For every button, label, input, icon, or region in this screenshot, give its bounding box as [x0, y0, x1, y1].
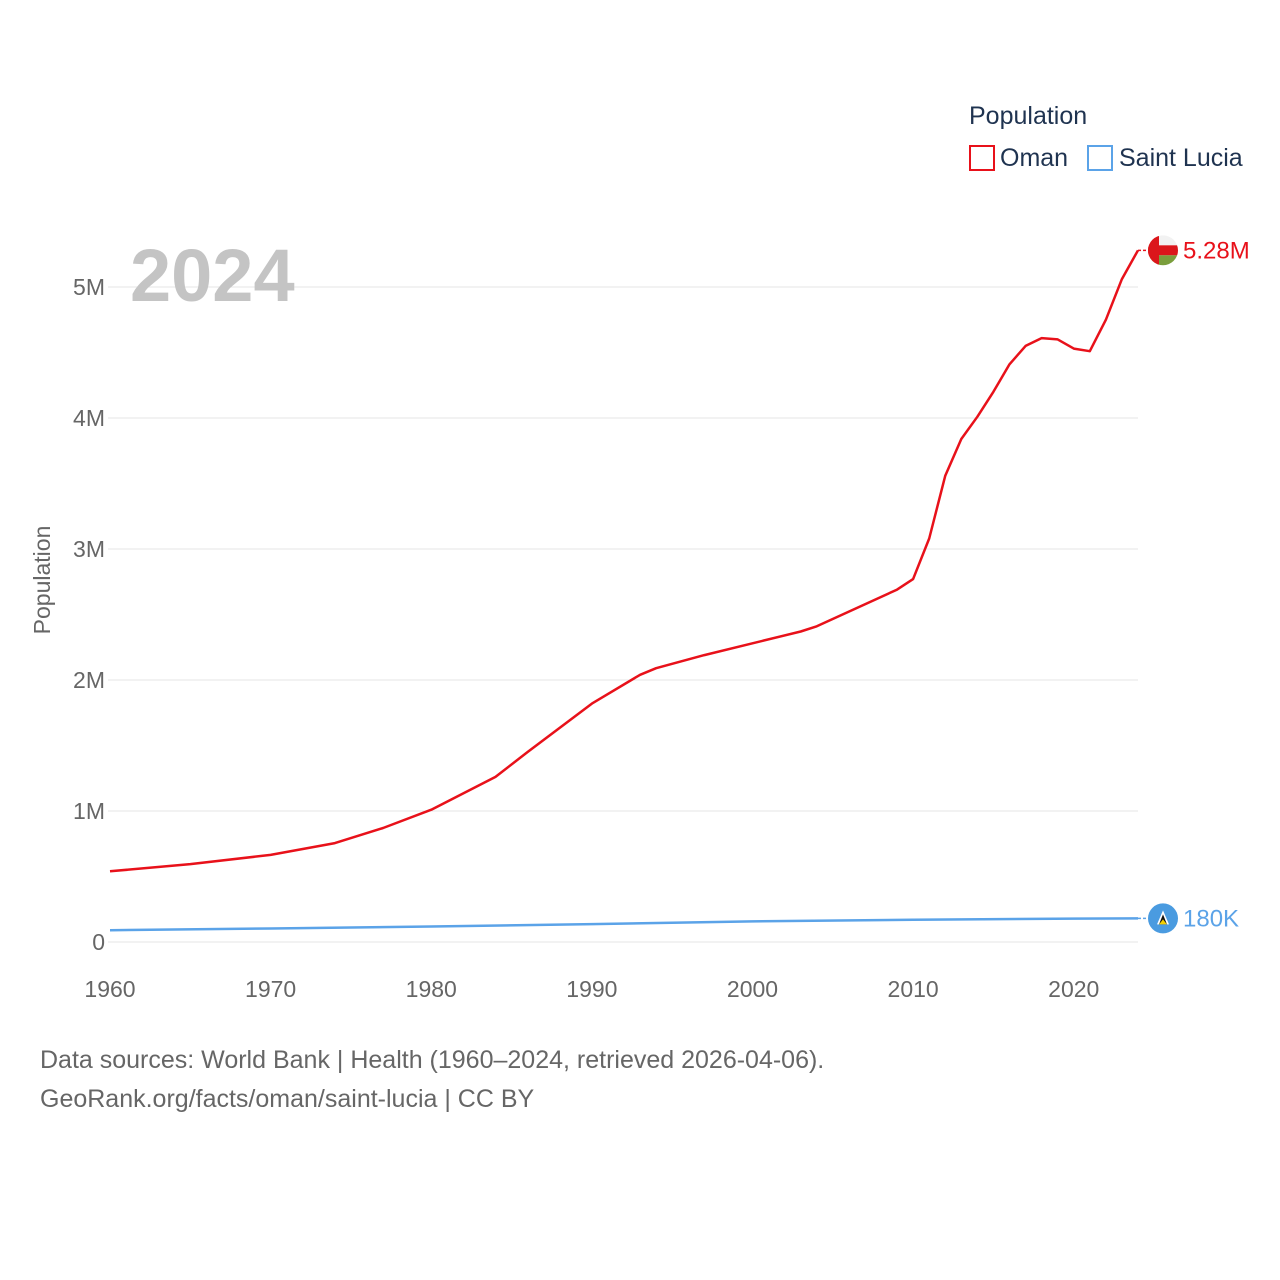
x-tick-label: 1990: [566, 976, 617, 1002]
legend: Population Oman Saint Lucia: [969, 102, 1243, 172]
flag-stripe-green: [1148, 255, 1178, 266]
x-tick-label: 2010: [888, 976, 939, 1002]
y-tick-label: 3M: [73, 536, 105, 562]
flag-stripe-white: [1148, 235, 1178, 246]
flag-hoist-red: [1148, 235, 1159, 266]
y-tick-label: 5M: [73, 274, 105, 300]
flag-triangle-gold: [1159, 919, 1167, 925]
legend-title: Population: [969, 102, 1087, 130]
flag-stripe-red: [1148, 245, 1178, 256]
series-line-saint-lucia: [109, 917, 1139, 932]
series-lines: [109, 249, 1140, 932]
x-tick-label: 1970: [245, 976, 296, 1002]
y-tick-label: 1M: [73, 798, 105, 824]
legend-label-saint-lucia: Saint Lucia: [1119, 144, 1243, 172]
x-tick-label: 1960: [84, 976, 135, 1002]
series-end-markers: 5.28M 180K: [1138, 235, 1250, 934]
gridlines: [108, 286, 1138, 943]
source-url-line[interactable]: GeoRank.org/facts/oman/saint-lucia | CC …: [40, 1085, 535, 1113]
y-axis-ticks: 0 1M 2M 3M 4M 5M: [73, 274, 105, 955]
end-value-label-saint-lucia: 180K: [1183, 905, 1239, 932]
y-tick-label: 0: [92, 929, 105, 955]
y-tick-label: 4M: [73, 405, 105, 431]
x-tick-label: 1980: [406, 976, 457, 1002]
legend-label-oman: Oman: [1000, 144, 1068, 172]
source-line: Data sources: World Bank | Health (1960–…: [40, 1046, 825, 1074]
legend-item-saint-lucia[interactable]: Saint Lucia: [1087, 144, 1243, 172]
population-line-chart: 0 1M 2M 3M 4M 5M 1960 1970 1980 1990 2000 2010 2020…: [29, 102, 1250, 1002]
series-line-oman: [109, 249, 1140, 873]
y-tick-label: 2M: [73, 667, 105, 693]
saint-lucia-flag-icon: [1148, 903, 1178, 934]
flag-body: [1148, 235, 1178, 266]
x-tick-label: 2000: [727, 976, 778, 1002]
y-axis-label: Population: [29, 526, 55, 635]
end-value-label-oman: 5.28M: [1183, 237, 1250, 264]
x-axis-ticks: 1960 1970 1980 1990 2000 2010 2020: [84, 976, 1099, 1002]
current-year-label: 2024: [130, 234, 295, 317]
legend-swatch-saint-lucia: [1087, 145, 1113, 171]
x-tick-label: 2020: [1048, 976, 1099, 1002]
legend-item-oman[interactable]: Oman: [969, 144, 1068, 172]
oman-flag-icon: [1148, 235, 1178, 266]
legend-swatch-oman: [969, 145, 995, 171]
